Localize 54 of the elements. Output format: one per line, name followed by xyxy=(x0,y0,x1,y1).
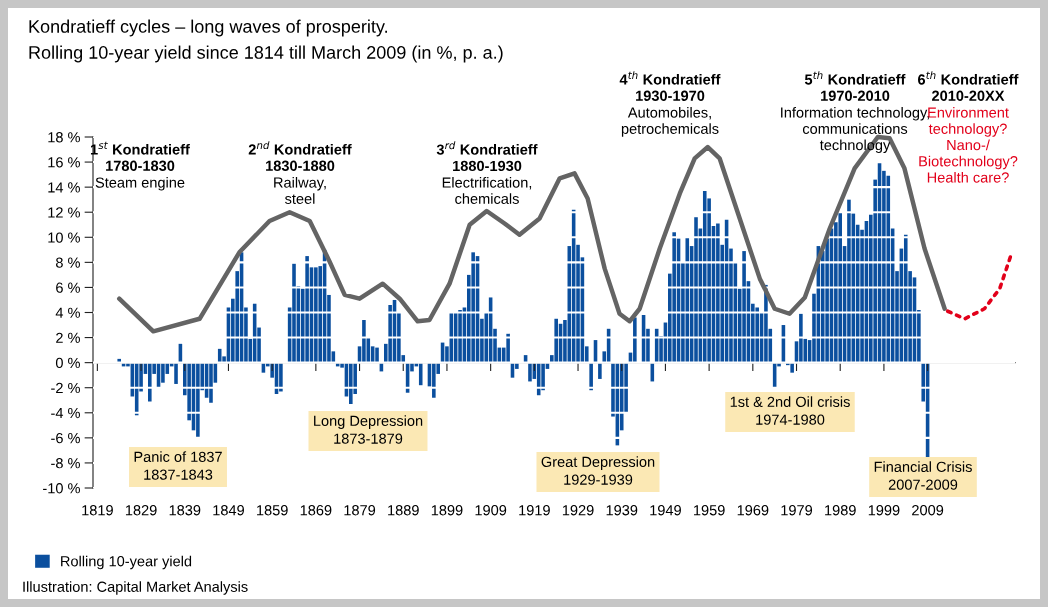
x-tick-label: 1949 xyxy=(650,505,681,516)
y-tick-label: -10 % xyxy=(43,483,80,494)
y-tick-label: 0 % xyxy=(55,357,80,369)
x-tick-label: 1839 xyxy=(169,505,201,516)
text: 6$^{th}$ Kondratieff 2010-20XX xyxy=(918,71,1019,101)
x-tick-label: 1999 xyxy=(868,505,900,516)
annotation: Financial Crisis 2007-2009 xyxy=(874,461,972,490)
y-tick-label: 10 % xyxy=(48,232,80,243)
x-tick-label: 1849 xyxy=(213,505,244,516)
annotation: Panic of 1837 1837-1843 xyxy=(134,451,222,480)
x-tick-label: 1989 xyxy=(825,505,856,516)
annotation: Railway, steel xyxy=(274,177,326,204)
text: 5$^{th}$ Kondratieff 1970-2010 xyxy=(804,71,906,101)
x-tick-label: 1959 xyxy=(694,505,725,516)
y-tick-label: 2 % xyxy=(56,332,80,343)
y-tick-label: 14 % xyxy=(48,182,80,193)
annotation: 3$^{rd}$ Kondratieff 1880-1930 xyxy=(436,141,538,172)
x-tick-label: 1969 xyxy=(737,505,769,516)
x-tick-label: 1899 xyxy=(431,505,463,516)
text: Illustration: Capital Market Analysis xyxy=(23,581,248,595)
chart-title: Kondratieff cycles – long waves of prosperity. xyxy=(29,19,387,37)
annotation: 1st & 2nd Oil crisis 1974-1980 xyxy=(730,396,850,425)
annotation: Great Depression 1929-1939 xyxy=(541,456,655,485)
annotation: 1$^{st}$ Kondratieff 1780-1830 xyxy=(90,141,190,171)
x-tick-label: 1869 xyxy=(300,505,332,516)
x-tick-label: 1859 xyxy=(257,505,288,516)
y-tick-label: 18 % xyxy=(48,132,80,143)
x-tick-label: 1929 xyxy=(562,505,594,516)
text: 4$^{th}$ Kondratieff 1930-1970 xyxy=(619,71,721,101)
text: Automobiles, petrochemicals xyxy=(621,107,719,137)
y-tick-label: -2 % xyxy=(51,382,80,394)
y-tick-label: 12 % xyxy=(48,207,80,218)
annotation: Steam engine xyxy=(95,177,185,191)
annotation: Electrification, chemicals xyxy=(442,177,532,204)
legend-label: Rolling 10-year yield xyxy=(61,555,192,570)
y-tick-label: -4 % xyxy=(51,407,80,419)
annotation: 2$^{nd}$ Kondratieff 1830-1880 xyxy=(248,141,352,171)
x-tick-label: 1889 xyxy=(388,505,419,516)
x-tick-label: 1979 xyxy=(781,505,813,516)
x-tick-label: 1919 xyxy=(519,505,550,516)
y-tick-label: 8 % xyxy=(56,257,80,268)
x-tick-label: 1879 xyxy=(344,505,376,516)
x-tick-label: 1939 xyxy=(606,505,638,516)
x-tick-label: 1829 xyxy=(125,505,157,516)
y-tick-label: -8 % xyxy=(51,458,80,469)
y-tick-label: 6 % xyxy=(56,282,80,293)
x-tick-label: 1819 xyxy=(82,505,113,516)
y-tick-label: 4 % xyxy=(55,307,80,318)
y-tick-label: 16 % xyxy=(48,157,80,168)
chart-subtitle: Rolling 10-year yield since 1814 till March 2009 (in %, p. a.) xyxy=(29,45,503,63)
annotation: Long Depression 1873-1879 xyxy=(314,415,423,444)
x-tick-label: 1909 xyxy=(475,505,507,516)
y-tick-label: -6 % xyxy=(51,432,80,444)
x-tick-label: 2009 xyxy=(912,505,944,516)
